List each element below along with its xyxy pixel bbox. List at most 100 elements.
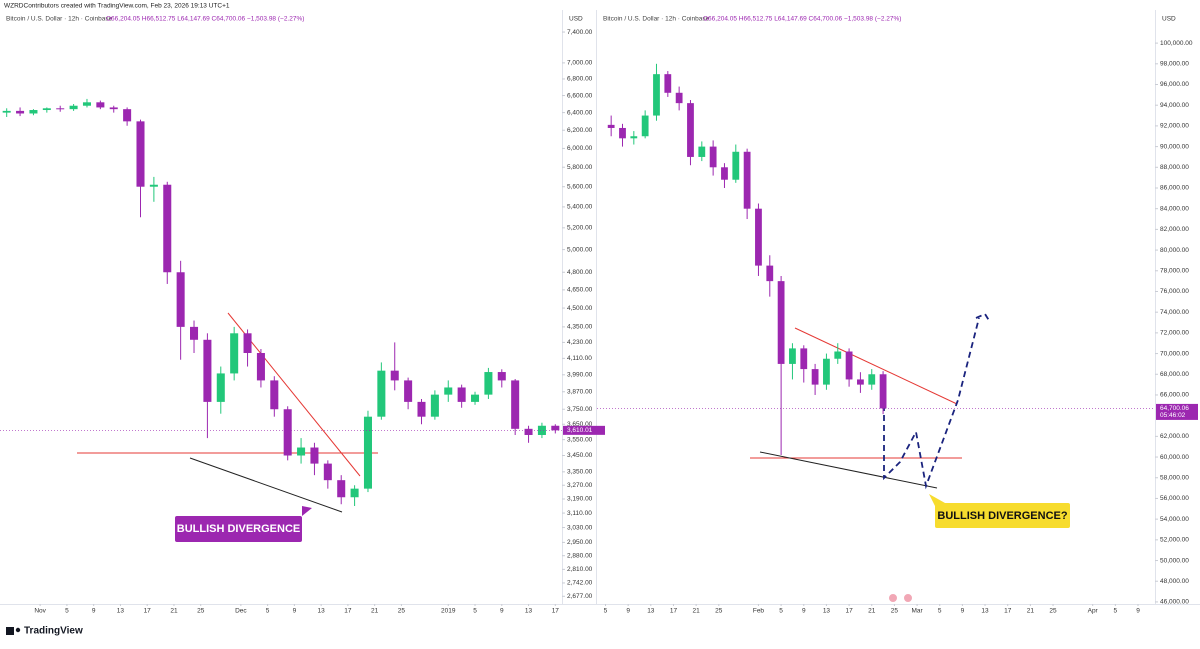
ohlc: O66,204.05 H66,512.75 L64,147.69 C64,700… [106,16,304,23]
candle-body [123,109,132,122]
y-tick-label: 4,500.00 [567,305,593,312]
y-tick-label: 94,000.00 [1160,102,1189,109]
candle-body [2,110,11,113]
y-tick-label: 3,870.00 [567,388,593,395]
footer-brand: TradingView [24,626,83,637]
y-tick-label: 6,200.00 [567,127,593,134]
candle-body [56,108,65,110]
x-tick-label: 13 [823,608,831,615]
x-tick-label: Nov [34,608,46,615]
y-tick-label: 74,000.00 [1160,309,1189,316]
x-tick-label: 25 [1049,608,1057,615]
candle-body [743,151,751,209]
x-tick-label: 21 [1027,608,1035,615]
event-icon [888,593,898,603]
y-tick-label: 4,650.00 [567,287,593,294]
y-tick-label: 5,600.00 [567,183,593,190]
y-tick-label: 3,270.00 [567,482,593,489]
x-tick-label: 9 [293,608,297,615]
x-tick-label: 17 [845,608,853,615]
candle-body [42,108,51,111]
candle-body [845,351,853,380]
candle-body [497,372,506,381]
candle-body [698,146,706,157]
candle-body [310,447,319,464]
x-tick-label: 5 [65,608,69,615]
x-tick-label: 21 [693,608,701,615]
price-label-box [1156,403,1198,420]
candle-body [363,416,372,489]
candle-body [709,146,717,168]
y-tick-label: 4,110.00 [567,355,592,362]
price-label: 64,700.06 [1160,405,1189,412]
candle-body [721,167,728,180]
x-tick-label: 9 [802,608,806,615]
x-tick-label: 5 [266,608,270,615]
candle-body [16,110,25,114]
candle-body [283,409,292,456]
candle-body [337,480,346,498]
candle-body [176,272,185,327]
x-tick-label: 21 [170,608,178,615]
candle-body [732,151,740,180]
candle-body [109,107,118,110]
x-tick-label: 17 [1004,608,1012,615]
y-tick-label: 2,880.00 [567,552,593,559]
x-tick-label: 17 [344,608,352,615]
y-tick-label: 68,000.00 [1160,371,1189,378]
x-tick-label: 9 [92,608,96,615]
y-tick-label: 3,650.00 [567,421,593,428]
candle-body [190,326,199,340]
y-tick-label: 5,400.00 [567,204,593,211]
x-tick-label: 2019 [441,608,456,615]
projection-path [883,317,980,490]
x-tick-label: 5 [779,608,783,615]
y-tick-label: 80,000.00 [1160,247,1189,254]
countdown: 05:46:02 [1160,412,1186,419]
candle-body [755,208,762,266]
candle-body [163,184,172,273]
x-tick-label: 5 [473,608,477,615]
y-tick-label: 96,000.00 [1160,81,1189,88]
callout-tail [302,506,312,516]
candle-body [350,488,359,498]
y-tick-label: 3,450.00 [567,452,593,459]
y-tick-label: 4,800.00 [567,269,593,276]
candle-body [270,380,279,410]
symbol: Bitcoin / U.S. Dollar · 12h · Coinbase [603,16,710,23]
logo [6,627,14,635]
y-tick-label: 54,000.00 [1160,516,1189,523]
candle-body [524,428,533,435]
ohlc: O66,204.05 H66,512.75 L64,147.69 C64,700… [703,16,901,23]
x-tick-label: 9 [500,608,504,615]
y-tick-label: 52,000.00 [1160,537,1189,544]
y-tick-label: 7,000.00 [567,60,593,67]
candle-body [868,374,876,385]
y-tick-label: 4,230.00 [567,339,593,346]
x-tick-label: 9 [961,608,965,615]
y-tick-label: 58,000.00 [1160,474,1189,481]
x-tick-label: 25 [891,608,899,615]
candle-body [404,380,413,402]
y-tick-label: 56,000.00 [1160,495,1189,502]
candle-body [537,425,546,435]
candle-body [96,102,105,108]
candle-body [444,387,453,395]
candle-body [203,339,212,402]
candle-body [471,394,480,402]
candle-body [800,348,808,370]
candle-body [297,447,306,456]
y-tick-label: 98,000.00 [1160,61,1189,68]
candle-body [417,401,426,417]
x-tick-label: 13 [981,608,989,615]
candle-body [511,380,520,429]
y-tick-label: 4,350.00 [567,324,593,331]
candle-body [390,370,399,381]
y-tick-label: 78,000.00 [1160,267,1189,274]
y-tick-label: 5,800.00 [567,164,593,171]
y-tick-label: 82,000.00 [1160,226,1189,233]
y-tick-label: 76,000.00 [1160,288,1189,295]
x-tick-label: 9 [626,608,630,615]
divergence-line [189,457,343,513]
x-tick-label: 25 [398,608,406,615]
